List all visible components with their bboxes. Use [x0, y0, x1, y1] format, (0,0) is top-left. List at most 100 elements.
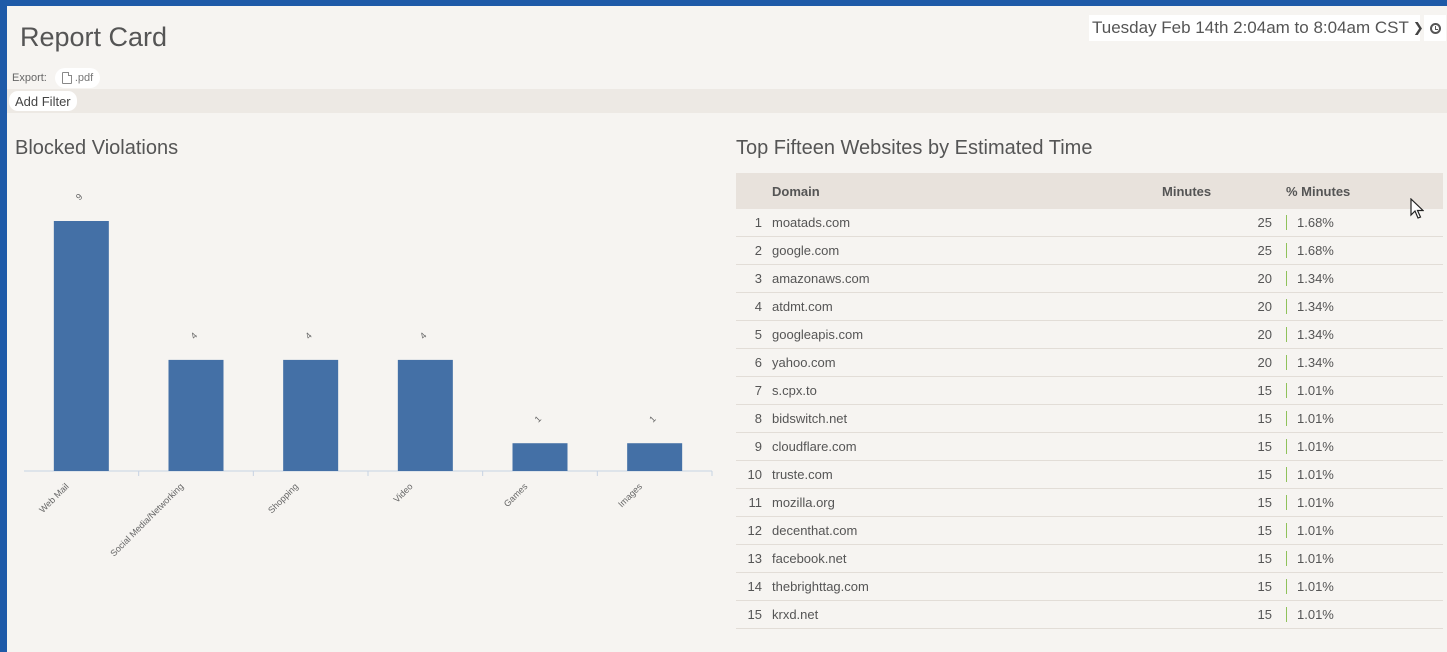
pct-cell: 1.68%	[1286, 236, 1443, 265]
bar-social-media-networking[interactable]	[168, 359, 224, 471]
table-row: 8 bidswitch.net 15 1.01%	[736, 404, 1443, 433]
category-label: Social Media/Networking	[108, 481, 185, 558]
rank-cell: 6	[736, 348, 772, 377]
table-title: Top Fifteen Websites by Estimated Time	[736, 137, 1093, 159]
pct-cell: 1.01%	[1286, 572, 1443, 601]
clock-button[interactable]	[1424, 15, 1446, 41]
table-row: 9 cloudflare.com 15 1.01%	[736, 432, 1443, 461]
rank-cell: 7	[736, 376, 772, 405]
category-label: Games	[502, 481, 530, 509]
bar-games[interactable]	[512, 443, 568, 471]
domain-cell: yahoo.com	[772, 348, 1162, 377]
domain-cell: google.com	[772, 236, 1162, 265]
rank-cell: 10	[736, 460, 772, 489]
minutes-cell: 15	[1162, 404, 1286, 433]
export-row: Export: .pdf	[12, 68, 101, 88]
pct-value: 1.01%	[1286, 383, 1334, 398]
pct-cell: 1.01%	[1286, 600, 1443, 629]
mouse-pointer-icon	[1410, 198, 1424, 219]
pct-cell: 1.01%	[1286, 432, 1443, 461]
blocked-violations-chart: 9 Web Mail 4 Social Media/Networking 4 Shoppi…	[24, 192, 713, 558]
pct-minutes-header[interactable]: % Minutes	[1286, 183, 1351, 199]
pct-cell: 1.34%	[1286, 264, 1443, 293]
category-label: Images	[616, 481, 644, 509]
top-websites-table: Domain Minutes % Minutes 1 moatads.com 25 1…	[736, 173, 1443, 629]
bar-value-label: 1	[533, 414, 544, 425]
export-pdf-label: .pdf	[74, 72, 94, 84]
minutes-cell: 15	[1162, 460, 1286, 489]
category-label: Shopping	[266, 481, 300, 515]
table-row: 4 atdmt.com 20 1.34%	[736, 292, 1443, 321]
minutes-cell: 20	[1162, 348, 1286, 377]
table-row: 5 googleapis.com 20 1.34%	[736, 320, 1443, 349]
pct-value: 1.01%	[1286, 439, 1334, 454]
pct-cell: 1.01%	[1286, 376, 1443, 405]
rank-cell: 5	[736, 320, 772, 349]
pct-value: 1.34%	[1286, 299, 1334, 314]
table-row: 3 amazonaws.com 20 1.34%	[736, 264, 1443, 293]
table-row: 15 krxd.net 15 1.01%	[736, 600, 1443, 629]
pct-value: 1.68%	[1286, 243, 1334, 258]
bar-value-label: 4	[418, 330, 429, 341]
rank-cell: 13	[736, 544, 772, 573]
pct-cell: 1.01%	[1286, 404, 1443, 433]
rank-cell: 14	[736, 572, 772, 601]
clock-icon	[1429, 22, 1441, 34]
bar-value-label: 1	[647, 414, 658, 425]
page-title: Report Card	[20, 22, 168, 52]
domain-cell: moatads.com	[772, 209, 1162, 237]
rank-cell: 2	[736, 236, 772, 265]
rank-cell: 3	[736, 264, 772, 293]
pct-value: 1.01%	[1286, 607, 1334, 622]
pct-value: 1.34%	[1286, 327, 1334, 342]
domain-cell: amazonaws.com	[772, 264, 1162, 293]
domain-cell: googleapis.com	[772, 320, 1162, 349]
pct-cell: 1.01%	[1286, 488, 1443, 517]
domain-cell: mozilla.org	[772, 488, 1162, 517]
domain-cell: facebook.net	[772, 544, 1162, 573]
pct-value: 1.34%	[1286, 355, 1334, 370]
pct-cell: 1.01%	[1286, 516, 1443, 545]
minutes-cell: 15	[1162, 572, 1286, 601]
pct-value: 1.01%	[1286, 523, 1334, 538]
domain-cell: cloudflare.com	[772, 432, 1162, 461]
domain-header[interactable]: Domain	[772, 183, 820, 199]
date-range-select[interactable]: Tuesday Feb 14th 2:04am to 8:04am CST ❯	[1089, 15, 1424, 41]
pct-cell: 1.01%	[1286, 544, 1443, 573]
table-row: 12 decenthat.com 15 1.01%	[736, 516, 1443, 545]
pct-value: 1.01%	[1286, 495, 1334, 510]
category-label: Video	[392, 481, 415, 504]
table-row: 11 mozilla.org 15 1.01%	[736, 488, 1443, 517]
pct-value: 1.68%	[1286, 215, 1334, 230]
minutes-cell: 15	[1162, 600, 1286, 629]
minutes-cell: 15	[1162, 516, 1286, 545]
domain-cell: decenthat.com	[772, 516, 1162, 545]
pct-cell: 1.34%	[1286, 292, 1443, 321]
rank-cell: 4	[736, 292, 772, 321]
minutes-header[interactable]: Minutes	[1162, 183, 1212, 199]
minutes-cell: 15	[1162, 488, 1286, 517]
chevron-down-icon: ❯	[1412, 20, 1424, 35]
add-filter-button[interactable]: Add Filter	[9, 91, 77, 111]
export-pdf-button[interactable]: .pdf	[54, 68, 101, 88]
bar-web-mail[interactable]	[53, 221, 109, 471]
domain-cell: thebrighttag.com	[772, 572, 1162, 601]
pct-value: 1.01%	[1286, 467, 1334, 482]
pct-cell: 1.34%	[1286, 348, 1443, 377]
domain-cell: bidswitch.net	[772, 404, 1162, 433]
bar-value-label: 4	[189, 330, 200, 341]
minutes-cell: 25	[1162, 236, 1286, 265]
table-row: 6 yahoo.com 20 1.34%	[736, 348, 1443, 377]
rank-cell: 15	[736, 600, 772, 629]
pct-cell: 1.01%	[1286, 460, 1443, 489]
bar-shopping[interactable]	[283, 359, 339, 471]
table-row: 13 facebook.net 15 1.01%	[736, 544, 1443, 573]
domain-cell: atdmt.com	[772, 292, 1162, 321]
bar-video[interactable]	[397, 359, 453, 471]
minutes-cell: 25	[1162, 209, 1286, 237]
rank-cell: 8	[736, 404, 772, 433]
bar-images[interactable]	[627, 443, 683, 471]
minutes-cell: 15	[1162, 432, 1286, 461]
table-row: 10 truste.com 15 1.01%	[736, 460, 1443, 489]
pct-cell: 1.34%	[1286, 320, 1443, 349]
